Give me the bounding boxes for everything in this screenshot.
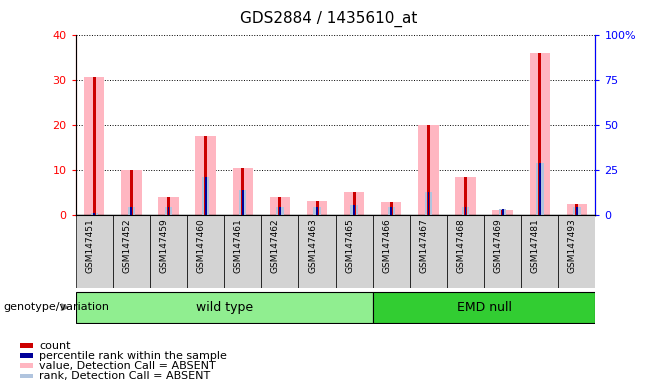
Text: GSM147463: GSM147463	[308, 219, 317, 273]
Bar	[455, 177, 476, 215]
Bar	[195, 136, 216, 215]
Bar	[130, 207, 132, 215]
Text: value, Detection Call = ABSENT: value, Detection Call = ABSENT	[39, 361, 216, 371]
Bar	[20, 374, 33, 379]
Bar	[573, 207, 580, 215]
Bar	[530, 53, 550, 215]
Bar	[501, 210, 504, 215]
Bar	[427, 125, 430, 215]
Bar	[278, 197, 282, 215]
Bar	[484, 215, 521, 288]
Bar	[502, 209, 503, 215]
Bar	[465, 207, 467, 215]
Bar	[261, 215, 299, 288]
Bar	[270, 197, 290, 215]
Text: GSM147462: GSM147462	[271, 219, 280, 273]
Bar	[167, 197, 170, 215]
Bar	[202, 177, 209, 215]
Bar	[187, 215, 224, 288]
Bar	[91, 213, 98, 215]
Text: count: count	[39, 341, 70, 351]
Text: GSM147459: GSM147459	[159, 219, 168, 273]
Bar	[241, 168, 244, 215]
Bar	[164, 207, 172, 215]
Bar	[93, 78, 95, 215]
Bar	[159, 197, 179, 215]
Bar	[168, 207, 169, 215]
Bar	[113, 215, 150, 288]
Text: GSM147493: GSM147493	[568, 219, 577, 273]
Bar	[232, 168, 253, 215]
Bar	[464, 177, 467, 215]
Bar	[316, 207, 318, 215]
Bar	[20, 343, 33, 348]
Text: GSM147460: GSM147460	[197, 219, 205, 273]
Bar	[128, 207, 135, 215]
Bar	[239, 190, 247, 215]
Bar	[344, 192, 365, 215]
Bar	[121, 170, 141, 215]
Bar	[447, 215, 484, 288]
Bar	[424, 192, 432, 215]
Bar	[150, 215, 187, 288]
Bar	[313, 207, 320, 215]
Text: GSM147468: GSM147468	[457, 219, 466, 273]
Bar	[76, 215, 113, 288]
Text: GSM147466: GSM147466	[382, 219, 392, 273]
Text: genotype/variation: genotype/variation	[3, 302, 109, 312]
Bar	[316, 200, 318, 215]
Bar	[521, 215, 559, 288]
Bar	[93, 213, 95, 215]
Bar	[559, 215, 595, 288]
Bar	[536, 163, 544, 215]
Text: EMD null: EMD null	[457, 301, 512, 314]
Bar	[353, 192, 355, 215]
Text: GSM147452: GSM147452	[122, 219, 132, 273]
Bar	[372, 215, 410, 288]
Bar	[567, 204, 587, 215]
Bar	[279, 207, 281, 215]
Bar	[336, 215, 372, 288]
Bar	[130, 170, 133, 215]
Bar	[20, 353, 33, 358]
Text: GSM147465: GSM147465	[345, 219, 354, 273]
Bar	[576, 204, 578, 215]
Bar	[538, 53, 542, 215]
Bar	[410, 215, 447, 288]
Bar	[462, 207, 469, 215]
Bar	[84, 78, 105, 215]
Bar	[499, 209, 507, 215]
Bar	[351, 205, 358, 215]
Bar	[204, 136, 207, 215]
Bar	[492, 210, 513, 215]
Bar	[390, 202, 393, 215]
Text: GSM147481: GSM147481	[531, 219, 540, 273]
Bar	[276, 207, 284, 215]
Bar	[224, 215, 261, 288]
Text: GSM147467: GSM147467	[419, 219, 428, 273]
Text: GSM147451: GSM147451	[86, 219, 94, 273]
Bar	[390, 207, 392, 215]
Text: GDS2884 / 1435610_at: GDS2884 / 1435610_at	[240, 11, 418, 27]
Text: GSM147461: GSM147461	[234, 219, 243, 273]
Bar	[205, 177, 207, 215]
Bar	[576, 207, 578, 215]
Bar	[242, 190, 243, 215]
Text: rank, Detection Call = ABSENT: rank, Detection Call = ABSENT	[39, 371, 211, 381]
Text: wild type: wild type	[195, 301, 253, 314]
Bar	[428, 192, 429, 215]
Bar	[299, 215, 336, 288]
Bar	[381, 202, 401, 215]
Bar	[539, 163, 541, 215]
Bar	[418, 125, 439, 215]
Bar	[388, 207, 395, 215]
Bar	[20, 363, 33, 368]
Bar	[307, 200, 327, 215]
Text: percentile rank within the sample: percentile rank within the sample	[39, 351, 227, 361]
Text: GSM147469: GSM147469	[494, 219, 503, 273]
Bar	[76, 292, 372, 323]
Bar	[372, 292, 595, 323]
Bar	[353, 205, 355, 215]
